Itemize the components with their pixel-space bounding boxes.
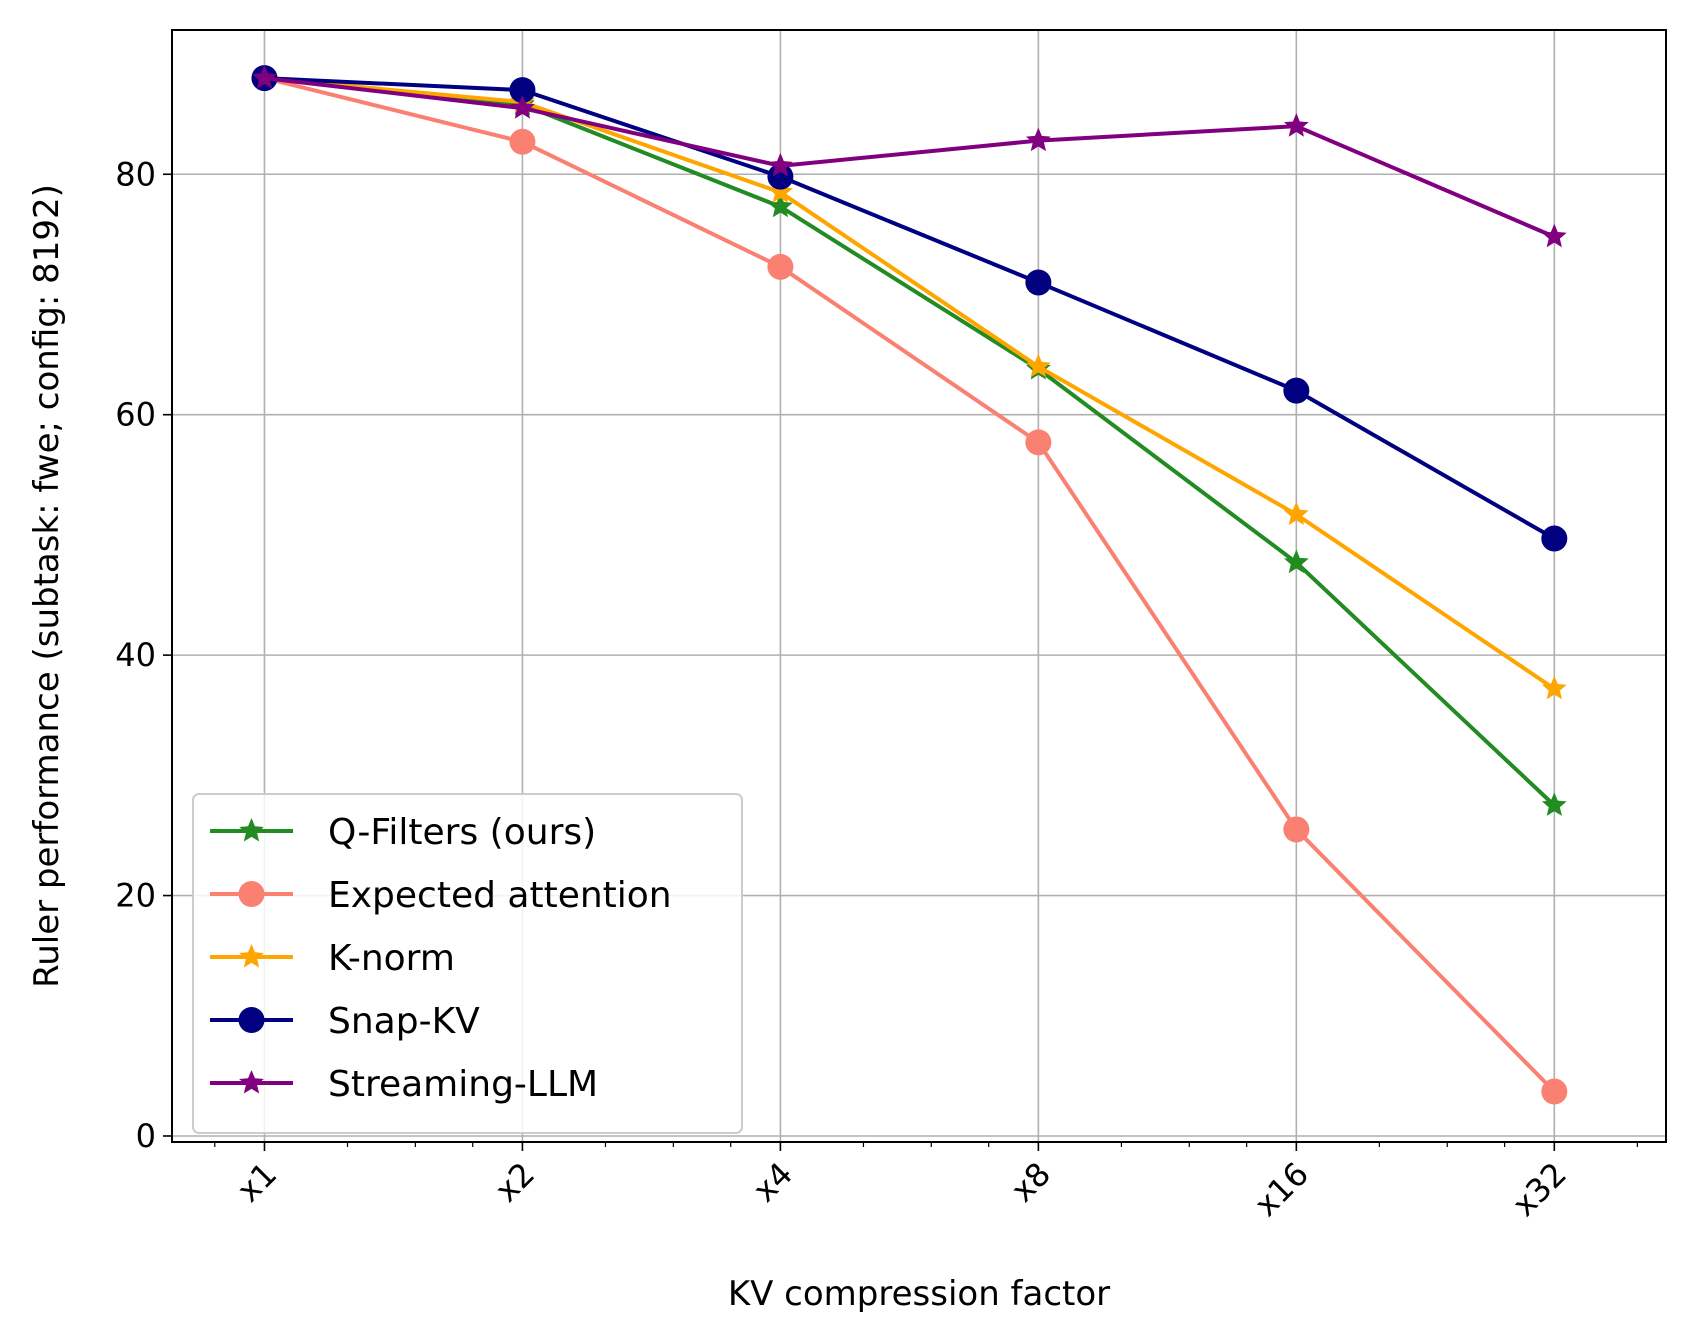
data-point bbox=[509, 77, 536, 104]
series-0 bbox=[252, 65, 1567, 816]
data-point bbox=[768, 152, 793, 177]
y-tick-label: 40 bbox=[115, 636, 156, 674]
data-point bbox=[1026, 353, 1051, 378]
y-tick-label: 80 bbox=[115, 155, 156, 193]
data-point bbox=[510, 95, 535, 119]
legend-item: Streaming-LLM bbox=[210, 1064, 598, 1105]
data-point bbox=[1283, 113, 1309, 137]
x-tick-label: x4 bbox=[745, 1155, 800, 1210]
data-point bbox=[1283, 816, 1310, 843]
series-layer bbox=[251, 65, 1568, 1105]
data-point bbox=[1541, 223, 1567, 248]
plot-frame bbox=[171, 29, 1667, 1143]
data-point bbox=[768, 193, 793, 218]
series-4 bbox=[252, 65, 1567, 248]
data-point bbox=[768, 179, 793, 203]
x-tick-label: x2 bbox=[487, 1155, 542, 1210]
legend-item: K-norm bbox=[210, 938, 455, 979]
legend-label: Q-Filters (ours) bbox=[328, 812, 596, 853]
data-point bbox=[1283, 377, 1310, 404]
data-point bbox=[1541, 792, 1567, 816]
legend-item: Snap-KV bbox=[210, 1001, 480, 1042]
legend-marker bbox=[239, 944, 264, 968]
series-line bbox=[264, 76, 1556, 807]
legend-marker bbox=[239, 818, 264, 842]
data-point bbox=[1541, 675, 1567, 700]
data-point bbox=[1283, 501, 1309, 525]
legend: Q-Filters (ours) Expected attention K-norm… bbox=[192, 793, 743, 1134]
x-axis-ticks: x1 x2 x4 x8 x16 x32 bbox=[214, 1142, 1638, 1224]
series-line bbox=[264, 76, 1556, 541]
series-3 bbox=[251, 65, 1568, 552]
legend-label: Snap-KV bbox=[328, 1001, 480, 1042]
legend-label: Streaming-LLM bbox=[328, 1064, 598, 1105]
x-axis-label: KV compression factor bbox=[728, 1274, 1110, 1314]
series-line bbox=[264, 76, 1556, 239]
y-axis-ticks: 0 20 40 60 80 bbox=[115, 155, 172, 1155]
series-line bbox=[263, 76, 1556, 1093]
legend-marker bbox=[239, 1070, 264, 1094]
data-point bbox=[252, 65, 277, 89]
data-point bbox=[1026, 127, 1051, 152]
legend-marker bbox=[238, 881, 265, 907]
axes bbox=[171, 29, 1667, 1143]
legend-marker bbox=[238, 1007, 265, 1033]
legend-item: Q-Filters (ours) bbox=[210, 812, 596, 853]
x-tick-label: x1 bbox=[229, 1155, 284, 1210]
legend-label: Expected attention bbox=[328, 875, 672, 916]
y-tick-label: 0 bbox=[136, 1117, 156, 1155]
data-point bbox=[1541, 1078, 1568, 1105]
y-axis-label: Ruler performance (subtask: fwe; config:… bbox=[27, 184, 67, 988]
data-point bbox=[1541, 525, 1568, 552]
data-point bbox=[767, 253, 794, 280]
legend-box bbox=[192, 793, 743, 1134]
data-point bbox=[1283, 549, 1309, 574]
legend-label: K-norm bbox=[328, 938, 455, 979]
series-2 bbox=[252, 65, 1567, 700]
y-tick-label: 20 bbox=[115, 877, 156, 915]
x-tick-label: x16 bbox=[1247, 1155, 1316, 1224]
legend-item: Expected attention bbox=[210, 875, 672, 916]
data-point bbox=[1025, 429, 1052, 456]
x-tick-label: x32 bbox=[1505, 1155, 1574, 1224]
data-point bbox=[767, 163, 794, 190]
data-point bbox=[509, 128, 536, 155]
x-tick-label: x8 bbox=[1003, 1155, 1058, 1210]
y-tick-label: 60 bbox=[115, 396, 156, 434]
series-line bbox=[264, 76, 1556, 691]
data-point bbox=[1025, 269, 1052, 296]
